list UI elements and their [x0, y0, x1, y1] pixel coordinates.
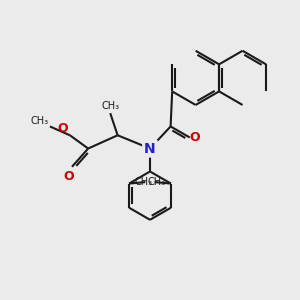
Text: CH₃: CH₃ — [101, 101, 119, 111]
Text: N: N — [144, 142, 156, 155]
Text: CH₃: CH₃ — [148, 177, 166, 187]
Text: O: O — [190, 131, 200, 144]
Text: O: O — [58, 122, 68, 135]
Text: O: O — [63, 170, 74, 183]
Text: CH₃: CH₃ — [134, 177, 152, 187]
Text: CH₃: CH₃ — [30, 116, 48, 126]
